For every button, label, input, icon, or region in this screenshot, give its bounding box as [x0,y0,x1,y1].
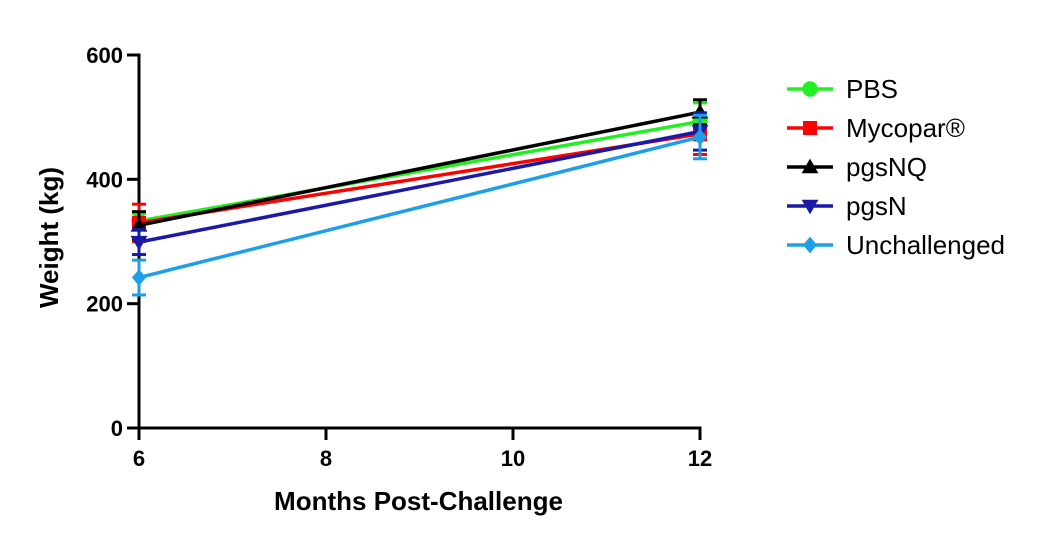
data-point [132,269,146,286]
legend-label: Mycopar® [846,113,965,143]
data-point [130,235,148,251]
data-point [693,128,707,146]
legend-item: PBS [787,74,898,104]
series-2 [130,98,709,241]
series-line [138,135,701,280]
legend-label: PBS [846,74,898,104]
legend-item: Unchallenged [787,230,1005,260]
legend: PBS Mycopar® pgsNQ pgsN Unchallenged [787,74,1005,260]
legend-marker [803,121,817,135]
series-line [138,110,701,228]
legend-label: Unchallenged [846,230,1005,260]
y-tick-label: 0 [111,416,123,441]
legend-marker [801,158,819,174]
series-4 [132,113,707,297]
legend-label: pgsNQ [846,152,927,182]
x-tick-label: 6 [133,446,145,471]
axes [137,53,702,430]
legend-marker [801,199,819,215]
series-1 [132,111,707,243]
series-layer [130,98,709,297]
y-ticks: 0 200 400 600 [86,43,139,441]
x-tick-label: 12 [688,446,712,471]
x-ticks: 6 8 10 12 [133,428,712,471]
data-point [130,216,148,232]
legend-marker [803,236,817,254]
y-tick-label: 200 [86,292,123,317]
legend-item: Mycopar® [787,113,965,143]
legend-label: pgsN [846,191,907,221]
legend-item: pgsN [787,191,907,221]
legend-marker [802,81,818,97]
x-axis-title: Months Post-Challenge [274,486,563,516]
y-tick-label: 600 [86,43,123,68]
series-line [138,129,701,244]
x-tick-label: 10 [501,446,525,471]
y-axis-title: Weight (kg) [34,167,64,308]
legend-item: pgsNQ [787,152,927,182]
series-line [138,119,701,223]
y-tick-label: 400 [86,167,123,192]
x-tick-label: 8 [320,446,332,471]
